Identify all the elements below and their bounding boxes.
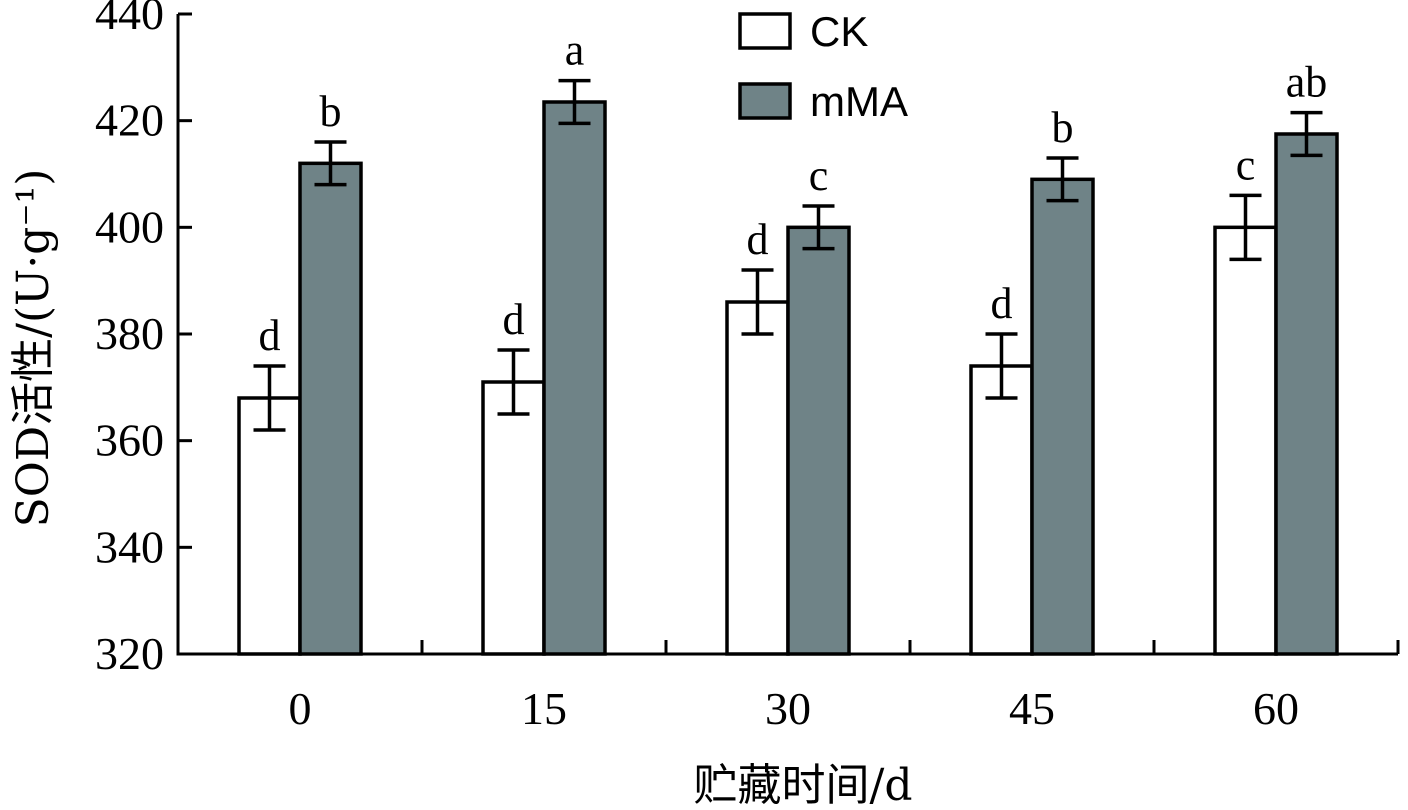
significance-label: c <box>1236 140 1256 189</box>
bar-mma-0 <box>298 161 363 656</box>
legend-swatch-ck <box>738 12 792 50</box>
bar-mma-15 <box>542 100 607 656</box>
significance-label: c <box>809 151 829 200</box>
significance-label: d <box>991 279 1013 328</box>
bar-ck-30 <box>725 300 790 656</box>
bar-ck-0 <box>237 396 302 656</box>
significance-label: d <box>747 215 769 264</box>
bar-ck-15 <box>481 380 546 656</box>
significance-label: d <box>503 295 525 344</box>
legend-label-ck: CK <box>810 8 868 55</box>
y-tick-label: 400 <box>95 201 164 252</box>
x-axis-title: 贮藏时间/d <box>694 760 913 810</box>
bar-mma-60 <box>1274 132 1339 656</box>
bar-mma-45 <box>1030 177 1095 656</box>
significance-label: b <box>320 87 342 136</box>
y-tick-label: 340 <box>95 521 164 572</box>
y-tick-label: 380 <box>95 308 164 359</box>
significance-label: d <box>259 311 281 360</box>
y-tick-label: 320 <box>95 628 164 679</box>
x-tick-label: 0 <box>289 683 312 734</box>
y-tick-label: 360 <box>95 415 164 466</box>
significance-label: ab <box>1286 58 1328 107</box>
x-tick-label: 30 <box>765 683 811 734</box>
y-tick-label: 420 <box>95 95 164 146</box>
x-tick-label: 15 <box>521 683 567 734</box>
legend: CK mMA <box>738 8 908 125</box>
y-axis-title: SOD活性/(U·g⁻¹) <box>8 169 59 528</box>
y-tick-label: 440 <box>95 0 164 39</box>
legend-swatch-mma <box>738 82 792 120</box>
legend-label-mma: mMA <box>810 78 908 125</box>
bar-mma-30 <box>786 225 851 656</box>
axes: 320 340 360 380 400 420 440 0 15 30 45 60 <box>95 0 1400 734</box>
x-tick-label: 45 <box>1009 683 1055 734</box>
bar-ck-60 <box>1213 225 1278 656</box>
significance-label: a <box>565 26 585 75</box>
significance-label: b <box>1052 103 1074 152</box>
bar-ck-45 <box>969 364 1034 656</box>
x-tick-label: 60 <box>1253 683 1299 734</box>
